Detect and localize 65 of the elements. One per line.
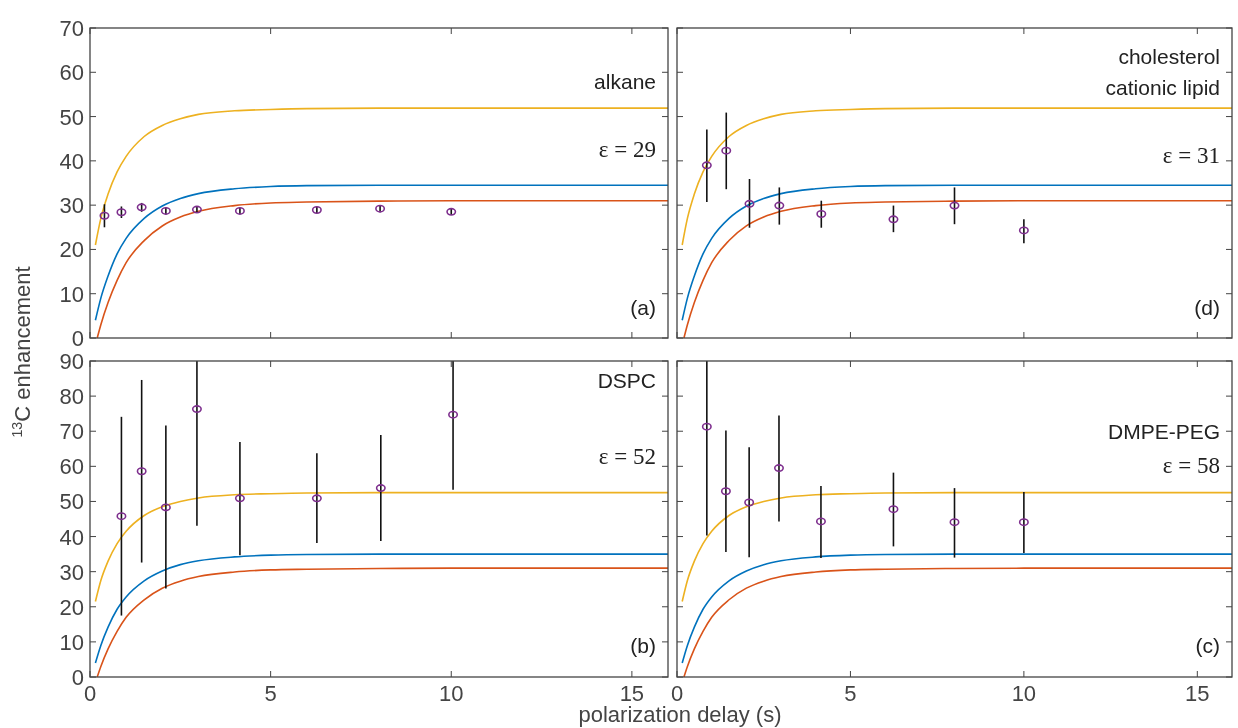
point	[720, 487, 731, 496]
y-tick-label: 30	[59, 193, 84, 219]
annotation: cholesterol	[1118, 44, 1220, 68]
point	[1018, 226, 1029, 235]
y-tick-label: 50	[59, 104, 84, 130]
line-series	[94, 107, 668, 246]
annotation: DSPC	[597, 368, 656, 392]
y-tick-label: 80	[59, 384, 84, 410]
annotation: cationic lipid	[1105, 75, 1220, 99]
point	[888, 505, 899, 514]
y-tick-label: 0	[71, 665, 84, 690]
y-tick-label: 70	[59, 16, 84, 41]
y-tick-label: 10	[59, 629, 84, 655]
annotation: ε = 58	[1162, 453, 1220, 479]
y-tick-label: 70	[59, 419, 84, 445]
y-tick-label: 0	[71, 326, 84, 351]
annotation: (c)	[1195, 634, 1220, 658]
line-series	[96, 199, 668, 338]
point	[701, 422, 712, 431]
line-series	[94, 553, 668, 664]
y-tick-label: 60	[59, 60, 84, 86]
y-tick-label: 20	[59, 237, 84, 263]
x-tick-label: 10	[439, 681, 464, 706]
x-tick-label: 10	[1011, 681, 1037, 706]
point	[234, 494, 245, 503]
x-tick-label: 15	[1185, 681, 1210, 706]
point	[191, 405, 202, 414]
point	[744, 498, 755, 507]
line-series	[96, 567, 668, 677]
annotation: ε = 52	[598, 443, 656, 469]
x-tick-label: 5	[264, 681, 277, 706]
point	[816, 210, 827, 218]
point	[744, 199, 755, 208]
point	[136, 467, 147, 476]
annotation: (a)	[630, 296, 656, 319]
point	[815, 517, 826, 526]
point	[774, 201, 785, 210]
annotation: ε = 29	[598, 136, 656, 162]
point	[949, 201, 960, 210]
point	[160, 503, 171, 512]
y-tick-label: 50	[59, 489, 84, 515]
point	[721, 146, 732, 155]
y-tick-label: 40	[59, 148, 84, 174]
annotation: (d)	[1194, 296, 1220, 319]
y-tick-label: 30	[59, 559, 84, 585]
x-tick-label: 5	[844, 681, 857, 706]
annotation: (b)	[630, 634, 656, 658]
line-series	[94, 184, 668, 322]
point	[311, 494, 322, 503]
y-tick-label: 20	[59, 594, 84, 620]
annotation: alkane	[594, 69, 656, 93]
point	[701, 161, 712, 170]
y-tick-label: 60	[59, 454, 84, 480]
point	[375, 484, 386, 493]
annotation: ε = 31	[1162, 143, 1220, 169]
point	[448, 410, 459, 419]
y-tick-label: 90	[59, 349, 84, 374]
point	[949, 518, 960, 527]
point	[888, 215, 899, 224]
y-tick-label: 40	[59, 524, 84, 550]
point	[116, 512, 127, 521]
y-tick-label: 10	[59, 281, 84, 307]
point	[1018, 518, 1029, 527]
point	[773, 464, 784, 473]
annotation: DMPE-PEG	[1107, 419, 1220, 443]
